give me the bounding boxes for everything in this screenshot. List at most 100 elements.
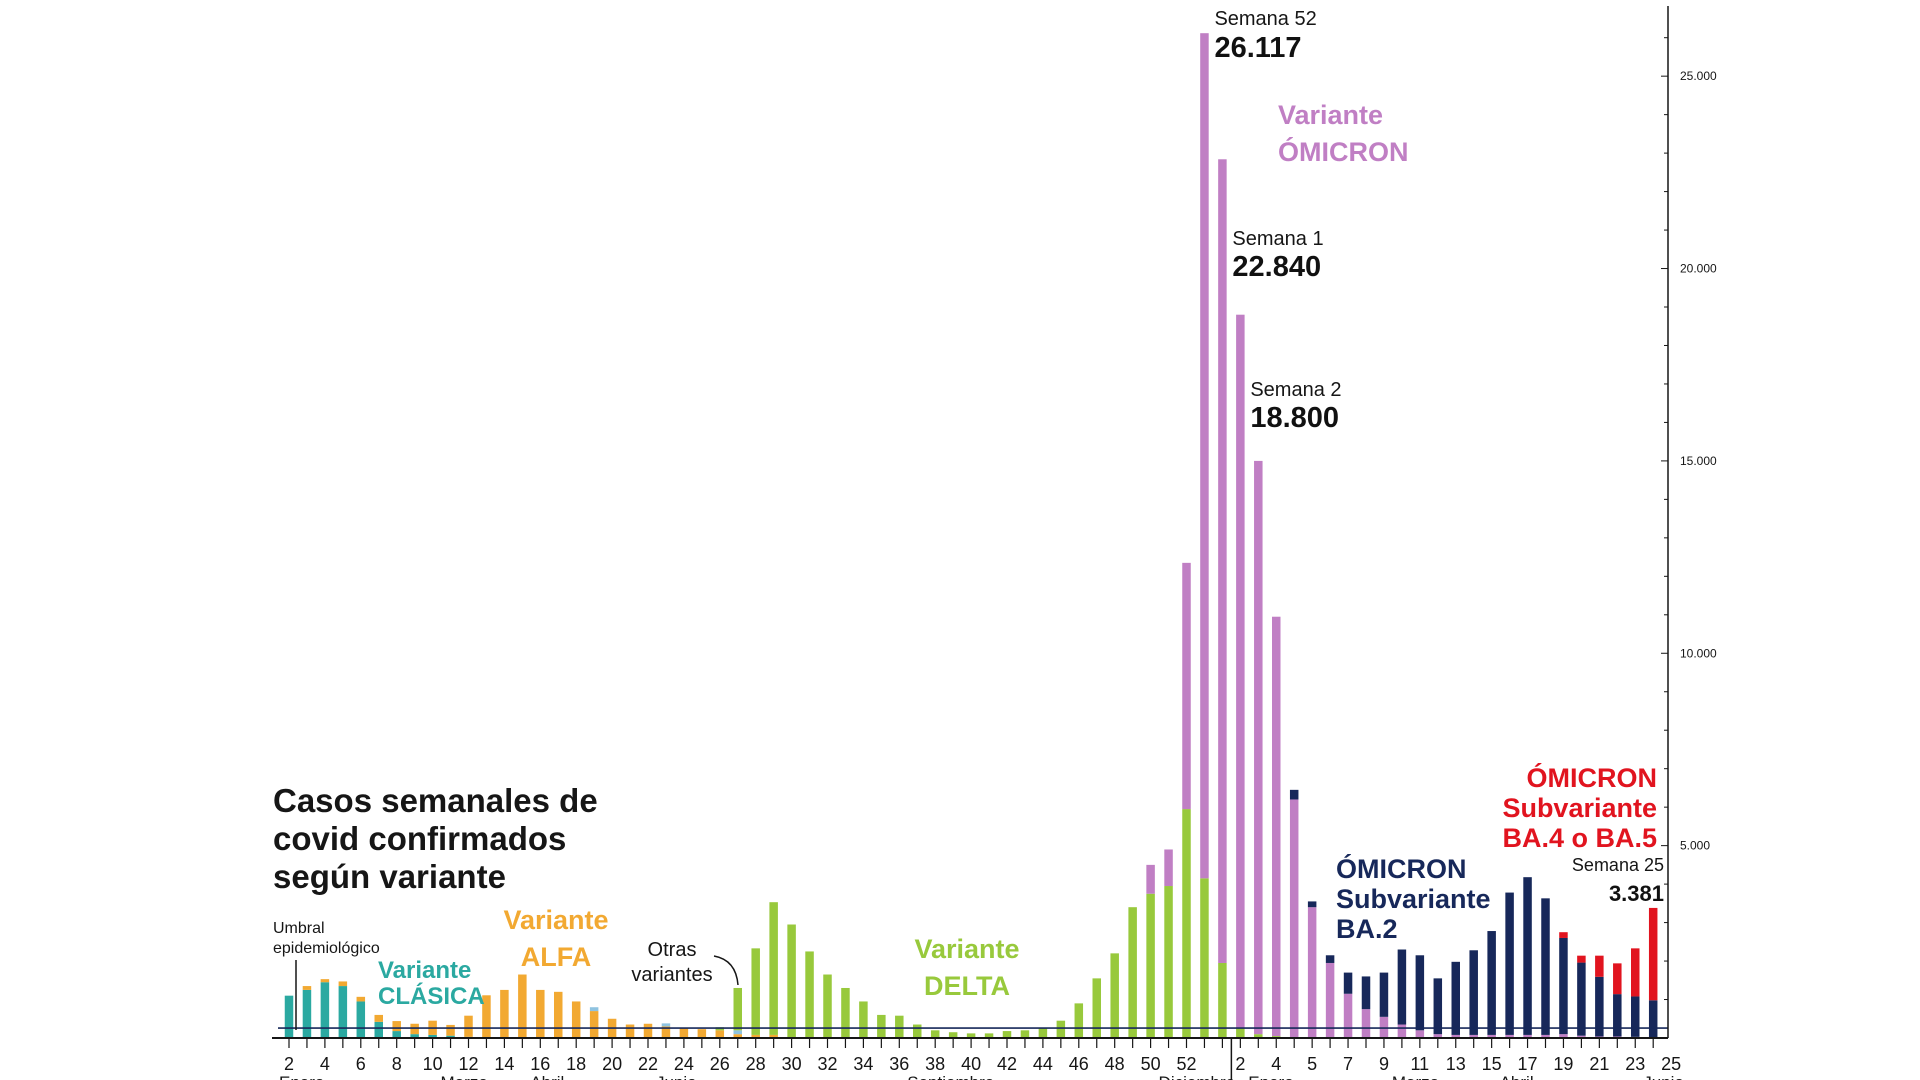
bar-delta-week-35 <box>913 1024 922 1038</box>
peak-value-label: 18.800 <box>1250 402 1339 434</box>
bar-omicron-week-50 <box>1182 562 1191 810</box>
bar-ba2-week-74 <box>1613 994 1622 1037</box>
bar-omicron-week-70 <box>1541 1034 1550 1038</box>
bar-delta-week-37 <box>948 1032 958 1038</box>
bar-delta-week-45 <box>1092 978 1101 1038</box>
bar-omicron-week-63 <box>1415 1030 1425 1038</box>
bar-ba2-week-61 <box>1379 972 1389 1017</box>
bar-delta-week-43 <box>1056 1020 1066 1038</box>
x-axis-ticks: 2 4 6 8 10 12 14 16 18 20 22 24 26 28 30 32 34 36 38 40 42 44… <box>284 1038 1681 1074</box>
peak-value-label: 3.381 <box>1609 881 1664 906</box>
bar-clasica-week-3 <box>338 986 348 1038</box>
month-label: Junio <box>656 1073 697 1080</box>
variant-label-delta-1: Variante <box>914 934 1019 964</box>
x-tick-label: 8 <box>392 1054 402 1074</box>
bar-delta-week-28 <box>787 924 796 1038</box>
peak-week-label: Semana 52 <box>1214 8 1316 30</box>
x-tick-label: 28 <box>746 1054 766 1074</box>
bar-alfa-week-1 <box>302 986 312 990</box>
bar-alfa-week-23 <box>697 1029 707 1038</box>
month-label: Abril <box>530 1073 564 1080</box>
x-tick-label: 10 <box>423 1054 443 1074</box>
threshold-label-line-1: Umbral <box>273 920 325 937</box>
x-tick-label: 38 <box>925 1054 945 1074</box>
bar-delta-week-49 <box>1164 886 1173 1038</box>
x-tick-label: 44 <box>1033 1054 1053 1074</box>
bar-omicron-week-53 <box>1236 314 1245 1029</box>
bar-delta-week-39 <box>984 1033 994 1038</box>
y-tick-label: 25.000 <box>1680 69 1717 83</box>
bar-delta-week-53 <box>1236 1028 1245 1038</box>
x-tick-label: 19 <box>1553 1054 1573 1074</box>
bar-alfa-week-11 <box>482 995 491 1038</box>
threshold-label-line-2: epidemiológico <box>273 940 380 957</box>
bar-omicron-week-58 <box>1325 962 1335 1038</box>
x-tick-label: 2 <box>1235 1054 1245 1074</box>
peak-week-label: Semana 2 <box>1250 379 1341 401</box>
variant-label-alfa-2: ALFA <box>521 942 592 972</box>
bar-delta-week-27 <box>769 902 778 1035</box>
x-tick-label: 16 <box>530 1054 550 1074</box>
x-tick-label: 34 <box>853 1054 873 1074</box>
bar-delta-week-31 <box>841 987 850 1038</box>
bar-delta-week-44 <box>1074 1003 1084 1038</box>
x-tick-label: 15 <box>1482 1054 1502 1074</box>
x-tick-label: 30 <box>782 1054 802 1074</box>
bar-delta-week-32 <box>859 1001 868 1038</box>
bar-alfa-week-21 <box>661 1026 671 1038</box>
bar-ba2-week-56 <box>1289 789 1299 800</box>
bar-omicron-week-57 <box>1307 907 1317 1038</box>
month-label: Enero <box>1248 1073 1293 1080</box>
month-labels: Enero Marzo Abril Junio Septiembre Diciembre E… <box>279 1073 1684 1080</box>
bar-delta-week-41 <box>1020 1030 1030 1038</box>
x-tick-label: 40 <box>961 1054 981 1074</box>
bar-delta-week-30 <box>823 974 832 1038</box>
bar-ba2-week-70 <box>1541 898 1550 1035</box>
bar-clasica-week-8 <box>428 1034 437 1038</box>
bar-alfa-week-16 <box>571 1001 581 1038</box>
bar-ba2-week-63 <box>1415 955 1425 1031</box>
bar-ba2-week-64 <box>1433 978 1443 1035</box>
chart-title-line-1: Casos semanales de <box>273 782 598 819</box>
x-tick-label: 36 <box>889 1054 909 1074</box>
x-tick-label: 5 <box>1307 1054 1317 1074</box>
bar-ba2-week-58 <box>1325 955 1335 963</box>
x-tick-label: 21 <box>1589 1054 1609 1074</box>
bar-ba2-week-67 <box>1487 931 1496 1035</box>
bar-alfa-week-25 <box>733 1034 742 1038</box>
x-tick-label: 52 <box>1176 1054 1196 1074</box>
bar-ba2-week-65 <box>1451 961 1460 1035</box>
bar-alfa-week-3 <box>338 981 348 987</box>
bar-alfa-week-10 <box>464 1015 473 1037</box>
month-label: Diciembre <box>1159 1073 1236 1080</box>
x-tick-label: 17 <box>1518 1054 1538 1074</box>
bar-delta-week-36 <box>930 1030 940 1038</box>
bar-ba45-week-75 <box>1631 948 1640 997</box>
bar-ba2-week-60 <box>1361 976 1371 1010</box>
bar-ba2-week-68 <box>1505 892 1514 1035</box>
bar-omicron-week-54 <box>1254 460 1263 1035</box>
x-tick-label: 24 <box>674 1054 694 1074</box>
x-tick-label: 4 <box>1271 1054 1281 1074</box>
bar-omicron-week-71 <box>1559 1034 1568 1038</box>
bar-omicron-week-69 <box>1523 1034 1532 1038</box>
variant-label-ba2-1: ÓMICRON <box>1336 853 1467 884</box>
bar-alfa-week-5 <box>374 1014 383 1022</box>
x-tick-label: 26 <box>710 1054 730 1074</box>
bar-alfa-week-2 <box>320 979 330 983</box>
bar-ba45-week-72 <box>1577 955 1586 963</box>
bar-alfa-week-15 <box>554 991 563 1038</box>
x-tick-label: 4 <box>320 1054 330 1074</box>
variant-label-ba45-3: BA.4 o BA.5 <box>1502 823 1657 853</box>
x-tick-label: 23 <box>1625 1054 1645 1074</box>
x-tick-label: 11 <box>1411 1054 1430 1074</box>
bar-ba45-week-74 <box>1613 963 1622 995</box>
bar-delta-week-29 <box>805 951 814 1038</box>
x-tick-label: 13 <box>1446 1054 1466 1074</box>
bar-omicron-week-72 <box>1577 1035 1586 1038</box>
x-tick-label: 2 <box>284 1054 294 1074</box>
peak-value-label: 22.840 <box>1232 251 1321 283</box>
bar-alfa-week-27 <box>769 1034 778 1038</box>
